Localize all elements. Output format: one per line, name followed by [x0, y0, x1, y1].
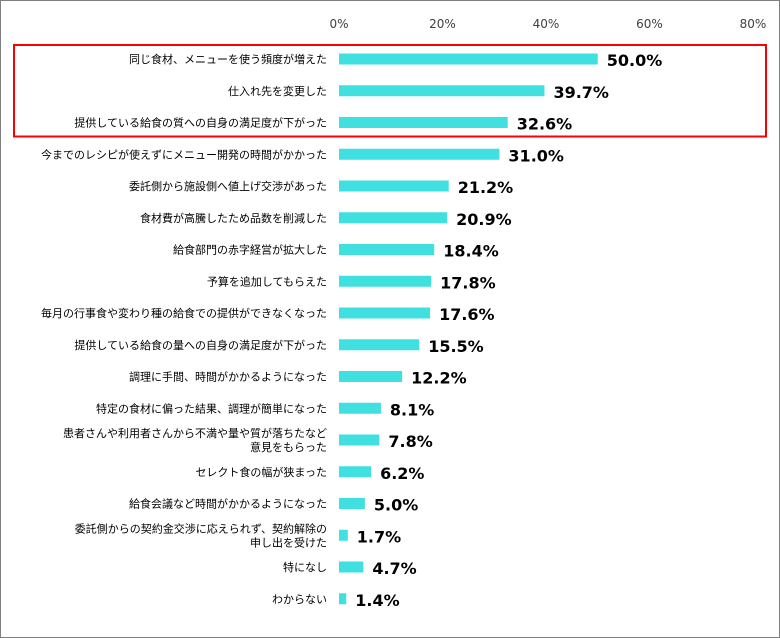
data-label: 1.4%	[355, 591, 399, 610]
bar	[339, 593, 347, 605]
category-label: 食材費が高騰したため品数を削減した	[140, 211, 327, 225]
data-label: 1.7%	[357, 527, 401, 546]
data-label: 6.2%	[380, 464, 424, 483]
category-label: 特になし	[283, 560, 327, 574]
data-label: 39.7%	[553, 83, 609, 102]
category-label: 特定の食材に偏った結果、調理が簡単になった	[96, 401, 327, 415]
bar	[339, 148, 500, 160]
bar	[339, 466, 372, 478]
bar	[339, 498, 365, 509]
data-label: 8.1%	[390, 400, 434, 419]
data-label: 17.6%	[439, 305, 495, 324]
data-label: 20.9%	[456, 210, 512, 229]
category-label: 調理に手間、時間がかかるようになった	[129, 370, 327, 384]
bar	[339, 434, 380, 446]
category-labels: 同じ食材、メニューを使う頻度が増えた仕入れ先を変更した提供している給食の質への自…	[41, 52, 327, 606]
highlight-layer	[13, 44, 767, 138]
category-label: 毎月の行事食や変わり種の給食での提供ができなくなった	[41, 306, 327, 320]
x-tick-label: 80%	[740, 17, 767, 31]
bar	[339, 371, 403, 382]
x-tick-label: 0%	[329, 17, 348, 31]
category-label: わからない	[272, 593, 327, 606]
bar	[339, 53, 598, 65]
data-label: 18.4%	[443, 242, 499, 261]
bar	[339, 244, 435, 255]
data-labels: 50.0% 39.7% 32.6% 31.0% 21.2% 20.9% 18.4% 17.8%…	[355, 51, 662, 610]
category-label: 給食会議など時間がかかるようになった	[129, 497, 327, 511]
category-label: 給食部門の赤字経営が拡大した	[173, 243, 327, 257]
bar	[339, 180, 449, 192]
bar	[339, 307, 431, 319]
category-label: 委託側から施設側へ値上げ交渉があった	[129, 179, 327, 193]
data-label: 32.6%	[517, 115, 573, 134]
x-axis-ticks: 0% 20% 40% 60% 80%	[329, 17, 766, 31]
category-label: 患者さんや利用者さんから不満や量や質が落ちたなど	[63, 426, 327, 440]
data-label: 50.0%	[607, 51, 663, 70]
data-label: 12.2%	[411, 369, 467, 388]
category-label: 意見をもらった	[250, 440, 327, 454]
bar	[339, 212, 448, 224]
bar	[339, 85, 545, 97]
bars-layer	[339, 53, 598, 605]
category-label: セレクト食の幅が狭まった	[195, 465, 327, 479]
data-label: 4.7%	[372, 559, 416, 578]
highlight-box	[13, 44, 767, 138]
bar	[339, 275, 432, 287]
category-label: 委託側からの契約金交渉に応えられず、契約解除の	[75, 521, 327, 535]
category-label: 提供している給食の質への自身の満足度が下がった	[74, 116, 327, 130]
category-label: 仕入れ先を変更した	[228, 84, 327, 98]
category-label: 申し出を受けた	[250, 535, 327, 549]
data-label: 15.5%	[428, 337, 484, 356]
category-label: 同じ食材、メニューを使う頻度が増えた	[129, 52, 327, 66]
x-tick-label: 40%	[533, 17, 560, 31]
bar	[339, 529, 348, 541]
x-tick-label: 20%	[429, 17, 456, 31]
data-label: 31.0%	[508, 146, 564, 165]
category-label: 提供している給食の量への自身の満足度が下がった	[74, 338, 327, 352]
data-label: 7.8%	[388, 432, 432, 451]
x-tick-label: 60%	[636, 17, 663, 31]
bar	[339, 117, 508, 128]
data-label: 21.2%	[458, 178, 514, 197]
bar	[339, 561, 364, 573]
bar	[339, 339, 420, 351]
category-label: 予算を追加してもらえた	[207, 274, 327, 288]
data-label: 17.8%	[440, 273, 496, 292]
bar	[339, 402, 381, 414]
category-label: 今までのレシピが使えずにメニュー開発の時間がかかった	[41, 147, 327, 161]
data-label: 5.0%	[374, 496, 418, 515]
